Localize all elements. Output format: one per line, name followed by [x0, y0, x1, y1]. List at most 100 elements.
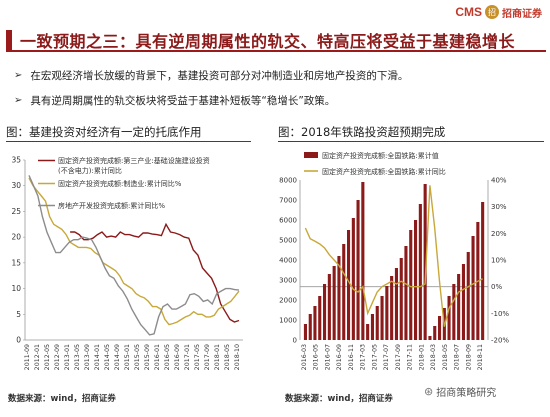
left-x-tick-label: 2012-01 [34, 344, 41, 370]
wechat-icon: ⊛ [424, 385, 434, 398]
left-x-tick-label: 2011-09 [24, 344, 31, 370]
right-bar [390, 276, 394, 340]
left-chart-source: 数据来源：wind，招商证券 [8, 394, 116, 404]
right-bar [452, 284, 456, 340]
right-x-tick-label: 2016-07 [324, 344, 331, 370]
left-chart-title-rule [6, 141, 251, 142]
right-x-tick-label: 2018-05 [442, 344, 449, 370]
watermark-text: 招商策略研究 [436, 388, 497, 399]
left-x-tick-label: 2012-09 [54, 344, 61, 370]
right-left-tick-label: 7000 [279, 197, 297, 205]
right-bar [347, 230, 351, 340]
right-x-tick-label: 2017-05 [371, 344, 378, 370]
left-x-tick-label: 2013-09 [84, 344, 91, 370]
right-x-tick-label: 2018-01 [418, 344, 425, 370]
left-x-tick-label: 2016-09 [174, 344, 181, 370]
right-bar [471, 236, 475, 340]
arrow-bullet-icon: ➢ [14, 95, 23, 106]
left-x-tick-label: 2014-01 [94, 344, 101, 370]
right-x-tick-label: 2017-09 [395, 344, 402, 370]
right-bar [370, 314, 374, 340]
right-right-tick-label: -20% [491, 337, 509, 345]
left-legend-label: 固定资产投资完成额:制造业:累计同比% [58, 179, 182, 188]
right-bar [342, 244, 346, 340]
right-bar [380, 296, 384, 340]
right-legend-label: 固定资产投资完成额:全国铁路:累计同比 [322, 167, 446, 176]
left-series-line-1 [70, 222, 240, 323]
left-y-tick-label: 20 [11, 233, 21, 242]
right-left-tick-label: 4000 [279, 257, 297, 265]
left-x-tick-label: 2017-09 [204, 344, 211, 370]
right-right-tick-label: 0% [491, 283, 502, 291]
right-bar [418, 204, 422, 340]
right-left-tick-label: 2000 [279, 297, 297, 305]
left-legend-label: 房地产开发投资完成额:累计同比% [58, 201, 165, 210]
left-y-tick-label: 10 [11, 284, 21, 293]
right-bar [303, 324, 307, 340]
right-bar [466, 252, 470, 340]
right-bar [461, 264, 465, 340]
right-bar [366, 324, 370, 340]
right-bar [361, 182, 365, 340]
left-x-tick-label: 2014-09 [114, 344, 121, 370]
brand-name: 招商证券 [502, 8, 542, 20]
left-x-tick-label: 2014-05 [104, 344, 111, 370]
left-x-tick-label: 2018-10 [234, 344, 241, 370]
right-chart-title-rule [278, 141, 544, 142]
right-bar [399, 258, 403, 340]
right-left-tick-label: 3000 [279, 277, 297, 285]
right-legend-swatch-bar [304, 152, 318, 158]
right-left-tick-label: 8000 [279, 177, 297, 185]
right-left-tick-label: 1000 [279, 317, 297, 325]
brand-cms-text: CMS [455, 5, 482, 19]
left-x-tick-label: 2015-01 [124, 344, 131, 370]
brand-logo-group: CMS 招 招商证券 [455, 3, 542, 21]
left-y-tick-label: 0 [16, 336, 21, 345]
bullet-2-text: 具有逆周期属性的轨交板块将受益于基建补短板等“稳增长”政策。 [30, 95, 336, 107]
left-y-tick-label: 25 [11, 207, 21, 216]
bullet-1: ➢ 在宏观经济增长放缓的背景下，基建投资可部分对冲制造业和房地产投资的下滑。 [14, 68, 408, 83]
title-underline [6, 50, 546, 52]
right-right-tick-label: 10% [491, 257, 507, 265]
left-x-tick-label: 2016-01 [154, 344, 161, 370]
right-bar [414, 220, 418, 340]
left-x-tick-label: 2016-05 [164, 344, 171, 370]
right-x-tick-label: 2016-03 [301, 344, 308, 370]
right-bar [351, 218, 355, 340]
right-x-tick-label: 2017-07 [383, 344, 390, 370]
left-x-tick-label: 2018-01 [214, 344, 221, 370]
left-y-tick-label: 5 [16, 310, 21, 319]
right-x-tick-label: 2016-11 [348, 344, 355, 370]
title-accent-bar [6, 30, 12, 50]
right-bar [323, 284, 327, 340]
right-bar [337, 256, 341, 340]
arrow-bullet-icon: ➢ [14, 70, 23, 81]
right-right-tick-label: -10% [491, 310, 509, 318]
right-left-tick-label: 0 [293, 337, 297, 345]
right-bar [332, 266, 336, 340]
left-legend-label: (不含电力):累计同比 [58, 166, 122, 175]
right-bar [404, 246, 408, 340]
right-legend-label: 固定资产投资完成额:全国铁路:累计值 [322, 151, 439, 160]
right-chart-source: 数据来源：wind，招商证券 [285, 394, 393, 404]
left-y-tick-label: 35 [11, 156, 21, 165]
right-bar [308, 314, 312, 340]
left-x-tick-label: 2017-01 [184, 344, 191, 370]
right-x-tick-label: 2016-09 [336, 344, 343, 370]
right-bar [438, 316, 442, 340]
right-bar [385, 286, 389, 340]
left-legend-label: 固定资产投资完成额:第三产业:基础设施建设投资 [58, 156, 210, 165]
left-series-line-2 [28, 177, 240, 326]
right-x-tick-label: 2017-03 [360, 344, 367, 370]
right-right-tick-label: 40% [491, 177, 507, 185]
right-bar [433, 326, 437, 340]
right-x-tick-label: 2018-07 [454, 344, 461, 370]
right-bar [409, 230, 413, 340]
bullet-2: ➢ 具有逆周期属性的轨交板块将受益于基建补短板等“稳增长”政策。 [14, 93, 335, 108]
left-x-tick-label: 2015-09 [144, 344, 151, 370]
right-bar [356, 200, 360, 340]
right-right-tick-label: 30% [491, 203, 507, 211]
left-x-tick-label: 2013-01 [64, 344, 71, 370]
right-bar [457, 274, 461, 340]
